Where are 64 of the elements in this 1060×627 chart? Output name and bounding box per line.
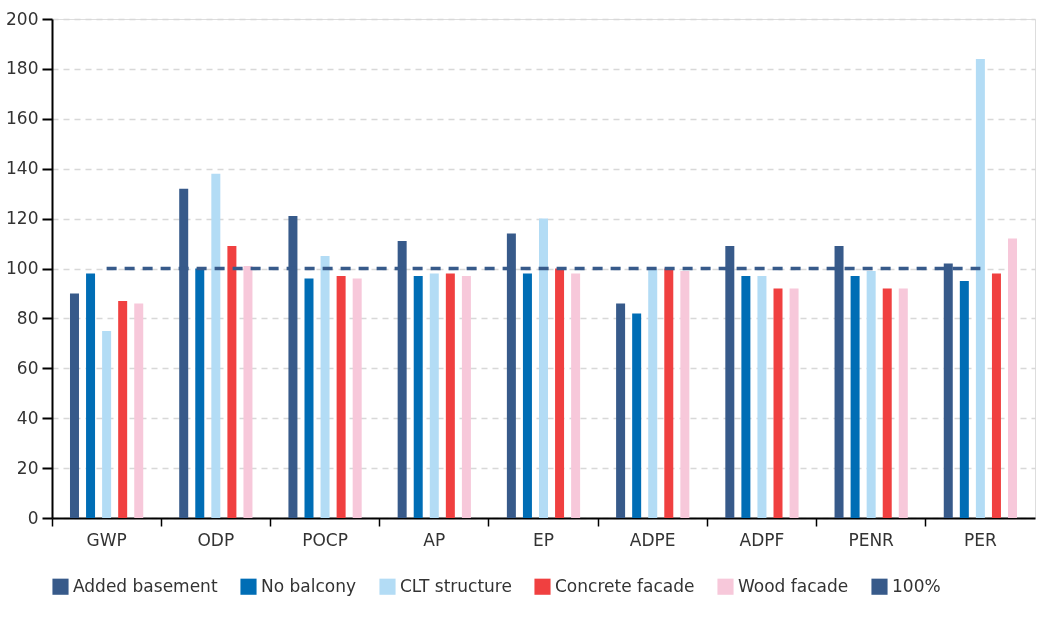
y-tick-label: 80: [16, 307, 39, 328]
bar: [69, 293, 79, 518]
bar: [648, 268, 658, 518]
bar: [882, 288, 892, 518]
y-tick-label: 120: [6, 208, 39, 229]
bar: [429, 273, 439, 518]
bar: [680, 271, 690, 518]
x-tick-label: ADPE: [629, 529, 676, 550]
bar: [522, 273, 532, 518]
bar: [664, 268, 674, 518]
bar: [898, 288, 908, 518]
bar: [789, 288, 799, 518]
bar: [102, 330, 112, 518]
x-tick-label: ODP: [197, 529, 235, 550]
bar: [975, 58, 985, 518]
bar: [227, 246, 237, 518]
bar: [243, 266, 253, 518]
bar: [445, 273, 455, 518]
bar: [413, 275, 423, 518]
x-tick-label: AP: [423, 529, 446, 550]
bar: [86, 273, 96, 518]
x-tick-label: POCP: [302, 529, 348, 550]
legend-label: Added basement: [73, 575, 218, 596]
legend-label: No balcony: [261, 575, 357, 596]
bar: [555, 268, 565, 518]
bar: [461, 275, 471, 518]
bar: [616, 303, 626, 518]
y-tick-label: 200: [6, 8, 39, 29]
x-tick-label: EP: [533, 529, 554, 550]
legend-label: CLT structure: [400, 575, 512, 596]
y-tick-label: 20: [16, 457, 39, 478]
x-tick-label: PER: [963, 529, 997, 550]
bar: [991, 273, 1001, 518]
bar: [757, 275, 767, 518]
bar: [1008, 238, 1018, 518]
legend-label: Wood facade: [738, 575, 849, 596]
bar: [571, 273, 581, 518]
bar: [850, 275, 860, 518]
legend-label: 100%: [892, 575, 941, 596]
x-tick-label: ADPF: [739, 529, 785, 550]
x-tick-label: PENR: [848, 529, 895, 550]
y-tick-label: 140: [6, 158, 39, 179]
bar: [336, 275, 346, 518]
y-tick-label: 160: [6, 108, 39, 129]
y-tick-label: 60: [16, 357, 39, 378]
bar: [539, 218, 548, 518]
y-tick-label: 40: [16, 407, 39, 428]
bar: [352, 278, 362, 518]
bar: [741, 275, 751, 518]
legend-label: Concrete facade: [555, 575, 695, 596]
bar: [773, 288, 783, 518]
bar: [134, 303, 144, 518]
bar: [632, 313, 642, 518]
bar: [959, 280, 969, 518]
bar: [304, 278, 314, 518]
y-tick-label: 180: [6, 58, 39, 79]
bar: [866, 271, 876, 518]
bar: [118, 300, 128, 518]
y-tick-label: 0: [27, 507, 39, 528]
bar: [320, 256, 330, 518]
bar: [211, 173, 221, 518]
x-tick-label: GWP: [86, 529, 127, 550]
bar: [195, 268, 205, 518]
y-tick-label: 100: [6, 258, 39, 278]
